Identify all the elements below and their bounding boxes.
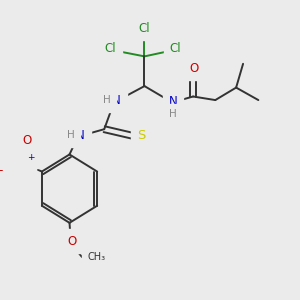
Text: H: H [67,130,75,140]
Text: H: H [169,109,177,119]
Text: O: O [190,62,199,75]
Text: N: N [168,95,177,108]
Text: Cl: Cl [139,22,150,34]
Text: Cl: Cl [170,42,182,56]
Text: +: + [27,153,34,162]
Text: O: O [22,134,31,147]
Text: -: - [0,164,2,177]
Text: S: S [137,129,145,142]
Text: O: O [67,235,76,248]
Text: N: N [76,129,85,142]
Text: CH₃: CH₃ [88,252,106,262]
Text: Cl: Cl [105,42,116,56]
Text: H: H [103,95,111,105]
Text: N: N [112,94,121,106]
Text: O: O [0,158,8,172]
Text: N: N [22,154,30,168]
